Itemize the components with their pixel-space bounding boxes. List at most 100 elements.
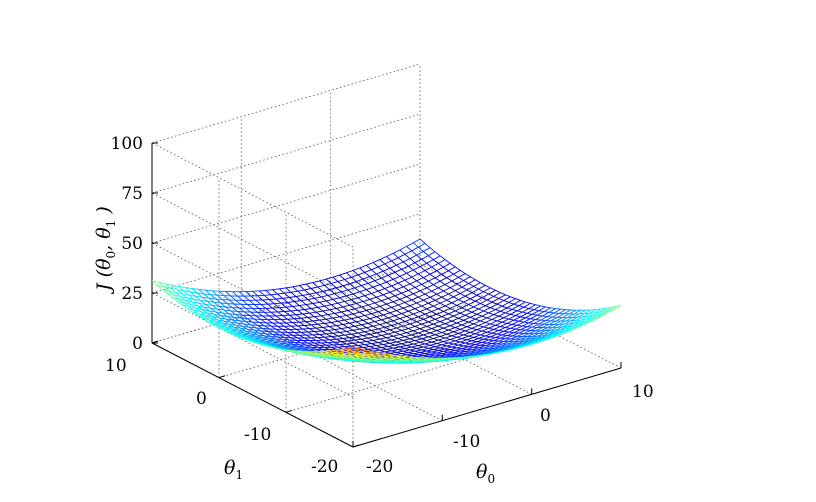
mesh-segment [321, 314, 328, 317]
mesh-segment [483, 323, 491, 328]
mesh-segment [252, 290, 258, 297]
mesh-segment [312, 303, 319, 308]
mesh-segment [466, 355, 474, 358]
mesh-segment [302, 312, 310, 315]
mesh-segment [213, 301, 221, 304]
mesh-segment [339, 330, 347, 333]
z-tick-label: 100 [111, 134, 143, 154]
mesh-segment [327, 293, 335, 296]
mesh-segment [418, 293, 426, 298]
mesh-segment [414, 325, 421, 330]
mesh-segment [460, 356, 467, 358]
mesh-segment [177, 289, 184, 292]
mesh-segment [423, 273, 431, 279]
mesh-segment [476, 291, 484, 296]
mesh-segment [374, 334, 382, 338]
mesh-segment [377, 266, 384, 272]
mesh-segment [438, 305, 446, 310]
mesh-segment [443, 327, 449, 331]
mesh-segment [528, 322, 534, 324]
mesh-segment [379, 256, 387, 261]
mesh-segment [406, 269, 414, 274]
mesh-segment [290, 290, 298, 293]
mesh-segment [297, 325, 304, 330]
mesh-segment [409, 348, 417, 351]
mesh-segment [444, 323, 451, 327]
mesh-segment [376, 331, 384, 334]
mesh-segment [326, 317, 333, 320]
mesh-segment [198, 302, 205, 308]
mesh-segment [438, 284, 446, 289]
mesh-segment [525, 301, 531, 304]
mesh-segment [416, 299, 424, 304]
mesh-segment [299, 305, 305, 310]
mesh-segment [285, 305, 293, 308]
mesh-segment [518, 305, 524, 308]
mesh-segment [356, 281, 362, 286]
mesh-segment [388, 295, 396, 299]
mesh-segment [238, 291, 245, 297]
mesh-segment [533, 305, 541, 311]
mesh-segment [272, 289, 278, 295]
mesh-segment [332, 297, 340, 300]
mesh-segment [456, 334, 464, 338]
mesh-segment [450, 336, 457, 340]
mesh-segment [305, 283, 312, 289]
mesh-segment [330, 304, 337, 309]
mesh-segment [389, 291, 396, 297]
mesh-segment [503, 300, 509, 303]
mesh-segment [301, 317, 308, 319]
mesh-segment [202, 317, 208, 322]
mesh-segment [170, 287, 176, 293]
mesh-segment [501, 331, 509, 336]
mesh-segment [290, 309, 298, 312]
mesh-segment [578, 309, 587, 315]
mesh-segment [272, 322, 278, 327]
mesh-segment [379, 281, 387, 286]
mesh-segment [438, 337, 446, 341]
mesh-segment [446, 296, 454, 301]
mesh-segment [433, 302, 441, 307]
mesh-segment [349, 281, 357, 285]
mesh-segment [491, 319, 498, 322]
mesh-segment [156, 284, 163, 290]
mesh-segment [371, 313, 377, 318]
mesh-segment [186, 308, 193, 313]
mesh-segment [396, 310, 402, 314]
mesh-segment [481, 315, 488, 319]
mesh-segment [292, 322, 298, 327]
mesh-segment [562, 313, 570, 318]
mesh-segment [453, 315, 459, 319]
mesh-segment [436, 270, 443, 275]
mesh-segment [369, 318, 376, 322]
mesh-segment [424, 311, 432, 315]
mesh-segment [243, 295, 250, 301]
mesh-segment [403, 323, 411, 327]
mesh-segment [399, 318, 406, 322]
mesh-segment [510, 324, 518, 329]
mesh-segment [242, 314, 248, 320]
mesh-segment [459, 293, 466, 297]
mesh-segment [485, 332, 493, 337]
mesh-segment [329, 338, 337, 341]
mesh-segment [511, 308, 518, 312]
mesh-segment [180, 296, 188, 299]
mesh-segment [386, 335, 394, 339]
mesh-segment [398, 348, 405, 351]
mesh-segment [416, 254, 422, 260]
mesh-segment [339, 274, 345, 280]
mesh-segment [265, 290, 272, 296]
mesh-segment [337, 319, 345, 322]
mesh-segment [372, 325, 379, 330]
mesh-segment [439, 299, 447, 304]
mesh-segment [463, 301, 469, 306]
mesh-segment [557, 323, 565, 328]
grid-line [241, 316, 443, 422]
mesh-segment [500, 292, 506, 296]
mesh-segment [208, 297, 216, 300]
mesh-segment [346, 331, 352, 335]
mesh-segment [344, 333, 352, 336]
theta1-axis-label: θ1 [224, 457, 243, 482]
mesh-segment [382, 312, 391, 316]
mesh-segment [312, 280, 320, 284]
